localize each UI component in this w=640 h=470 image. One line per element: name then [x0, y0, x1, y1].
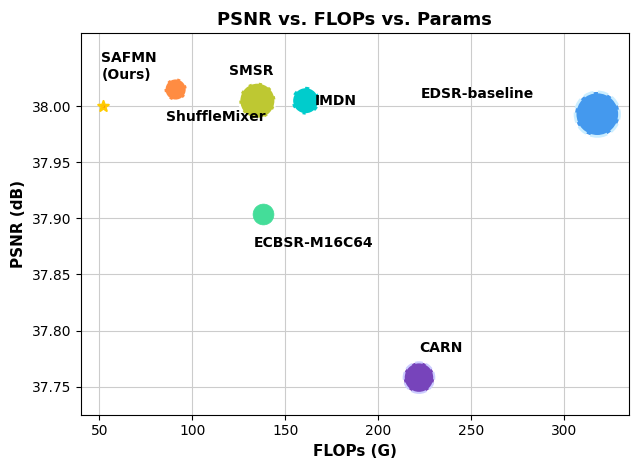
- Point: [592, 110, 602, 118]
- Point: [252, 97, 262, 104]
- Point: [170, 86, 180, 93]
- Text: EDSR-baseline: EDSR-baseline: [421, 86, 534, 101]
- Text: CARN: CARN: [419, 341, 462, 355]
- Text: ShuffleMixer: ShuffleMixer: [166, 110, 266, 124]
- Title: PSNR vs. FLOPs vs. Params: PSNR vs. FLOPs vs. Params: [218, 11, 492, 29]
- Text: IMDN: IMDN: [315, 94, 357, 108]
- Point: [592, 110, 602, 118]
- Point: [258, 210, 268, 218]
- Text: SAFMN
(Ours): SAFMN (Ours): [101, 51, 157, 82]
- Point: [98, 102, 108, 110]
- Point: [414, 374, 424, 381]
- Text: SMSR: SMSR: [230, 64, 274, 78]
- Point: [252, 97, 262, 104]
- Point: [170, 86, 180, 93]
- Text: ECBSR-M16C64: ECBSR-M16C64: [253, 236, 373, 251]
- Point: [301, 97, 311, 104]
- Y-axis label: PSNR (dB): PSNR (dB): [11, 180, 26, 268]
- X-axis label: FLOPs (G): FLOPs (G): [313, 444, 397, 459]
- Point: [98, 102, 108, 110]
- Point: [301, 97, 311, 104]
- Point: [414, 374, 424, 381]
